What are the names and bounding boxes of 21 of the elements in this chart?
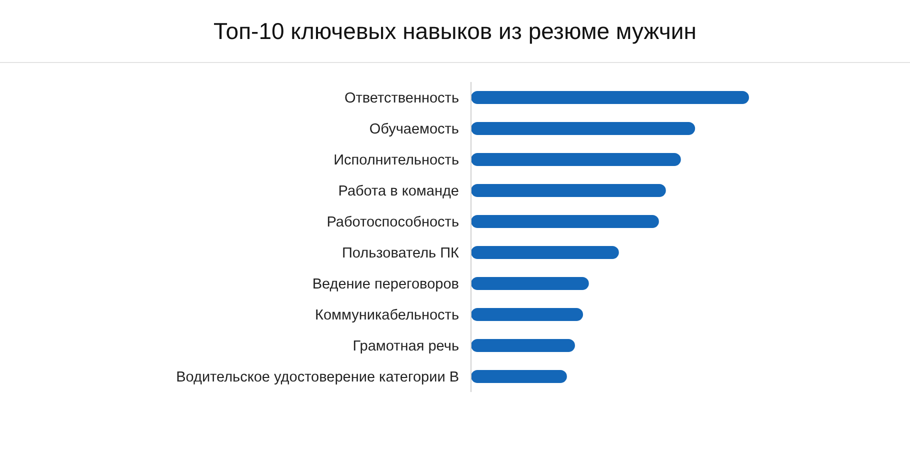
bar (471, 339, 575, 352)
y-tick-label: Обучаемость (369, 122, 459, 138)
y-tick-label: Ведение переговоров (312, 276, 460, 293)
bar (471, 153, 681, 166)
y-tick-label: Работоспособность (326, 214, 459, 231)
y-tick-label: Грамотная речь (352, 338, 459, 355)
y-tick-label: Пользователь ПК (342, 246, 460, 262)
bar (471, 370, 567, 383)
y-tick-label: Ответственность (344, 90, 459, 107)
bar (471, 246, 619, 259)
bar (471, 277, 589, 290)
y-tick-label: Работа в команде (338, 184, 459, 200)
bar (471, 308, 584, 321)
y-tick-label: Водительское удостоверение категории B (176, 370, 459, 386)
bar (471, 91, 749, 104)
bar (471, 215, 659, 228)
bar (471, 122, 696, 135)
chart-title: Топ-10 ключевых навыков из резюме мужчин (212, 18, 698, 45)
y-tick-label: Коммуникабельность (315, 308, 459, 324)
y-tick-label: Исполнительность (334, 152, 459, 169)
bar (471, 184, 666, 197)
